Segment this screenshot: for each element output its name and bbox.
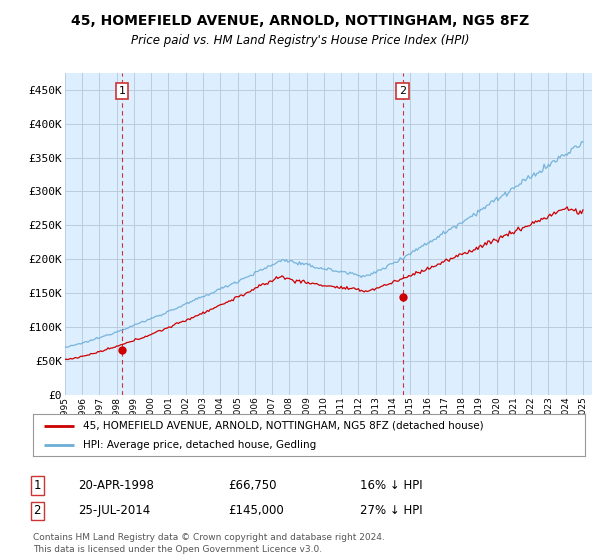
Text: Price paid vs. HM Land Registry's House Price Index (HPI): Price paid vs. HM Land Registry's House … xyxy=(131,34,469,46)
Text: 2: 2 xyxy=(34,504,41,517)
Text: 1: 1 xyxy=(34,479,41,492)
Text: 45, HOMEFIELD AVENUE, ARNOLD, NOTTINGHAM, NG5 8FZ (detached house): 45, HOMEFIELD AVENUE, ARNOLD, NOTTINGHAM… xyxy=(83,421,484,431)
Text: 25-JUL-2014: 25-JUL-2014 xyxy=(78,504,150,517)
Text: £66,750: £66,750 xyxy=(228,479,277,492)
Text: £145,000: £145,000 xyxy=(228,504,284,517)
Text: HPI: Average price, detached house, Gedling: HPI: Average price, detached house, Gedl… xyxy=(83,440,316,450)
Text: 27% ↓ HPI: 27% ↓ HPI xyxy=(360,504,422,517)
Text: 20-APR-1998: 20-APR-1998 xyxy=(78,479,154,492)
Text: 45, HOMEFIELD AVENUE, ARNOLD, NOTTINGHAM, NG5 8FZ: 45, HOMEFIELD AVENUE, ARNOLD, NOTTINGHAM… xyxy=(71,14,529,28)
Text: Contains HM Land Registry data © Crown copyright and database right 2024.
This d: Contains HM Land Registry data © Crown c… xyxy=(33,533,385,554)
Text: 16% ↓ HPI: 16% ↓ HPI xyxy=(360,479,422,492)
Text: 1: 1 xyxy=(118,86,125,96)
Text: 2: 2 xyxy=(399,86,406,96)
